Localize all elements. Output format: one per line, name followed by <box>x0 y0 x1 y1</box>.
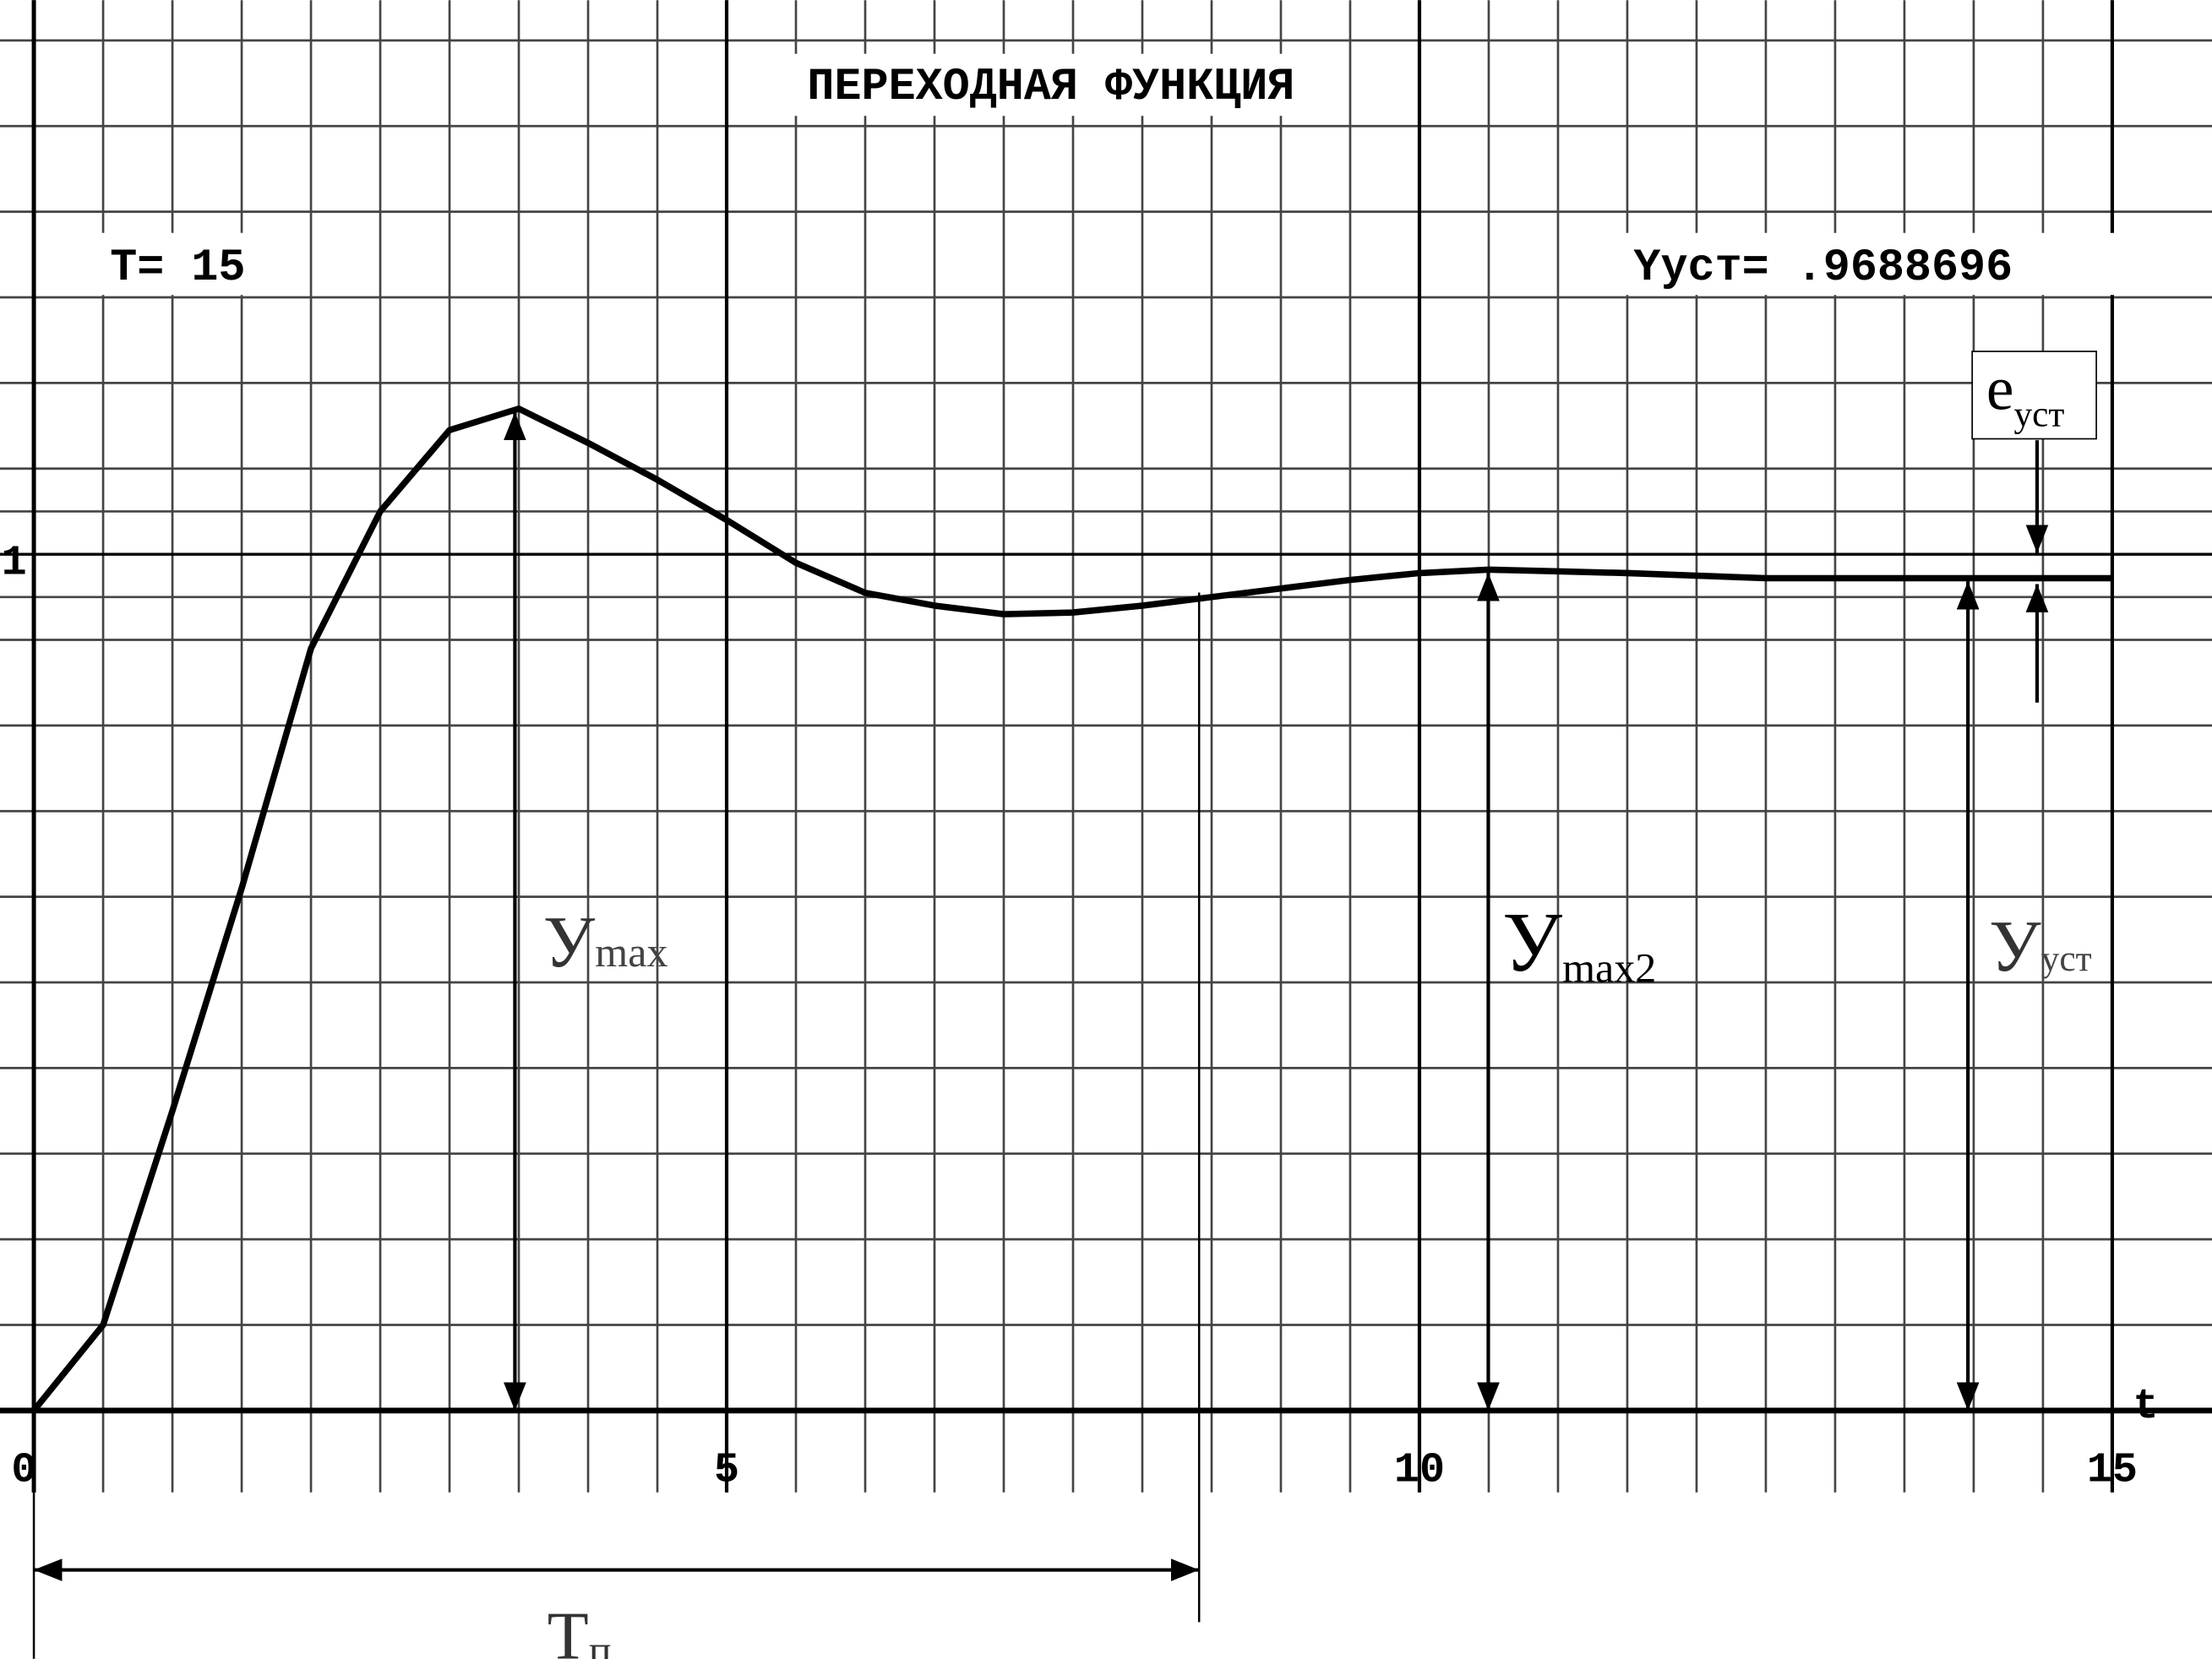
t-settle-label: Tп <box>548 1600 612 1659</box>
e-steady-label: eуст <box>1986 354 2065 434</box>
period-box <box>98 232 269 296</box>
steady-label: Yуст= .9688696 <box>1633 243 2013 294</box>
y-max2-label: Уmax2 <box>1502 895 1656 991</box>
y-tick-label: 1 <box>2 540 27 588</box>
t-settle-sub: п <box>589 1626 612 1659</box>
y-steady-sub: уст <box>2041 938 2092 979</box>
e-sub: уст <box>2013 394 2064 434</box>
x-axis-label: t <box>2133 1383 2159 1431</box>
arrows <box>32 411 2049 1659</box>
chart-title: ПЕРЕХОДНАЯ ФУНКЦИЯ <box>807 63 1294 113</box>
x-tick-label: 15 <box>2087 1446 2138 1494</box>
y-max-label: Уmax <box>543 901 668 982</box>
e-main: e <box>1986 354 2014 422</box>
y-steady-main: У <box>1989 906 2041 987</box>
y-max2-sub: max2 <box>1562 944 1656 991</box>
y-max-main: У <box>543 901 596 982</box>
title-box <box>790 53 1312 117</box>
y-max-sub: max <box>595 928 667 976</box>
e-steady-box <box>1971 351 2097 440</box>
labels: ПЕРЕХОДНАЯ ФУНКЦИЯ T= 15 Yуст= .9688696 … <box>2 53 2159 1659</box>
x-tick-label: 10 <box>1394 1446 1445 1494</box>
y-steady-label: Ууст <box>1989 906 2091 987</box>
t-settle-main: T <box>548 1600 589 1659</box>
x-tick-label: 0 <box>11 1446 36 1494</box>
period-label: T= 15 <box>110 243 245 294</box>
response-line <box>31 405 2112 1413</box>
marks <box>31 405 2112 1413</box>
steady-box <box>1625 232 2140 296</box>
y-max2-main: У <box>1502 895 1562 989</box>
x-tick-label: 5 <box>714 1446 739 1494</box>
grid <box>0 0 2212 1493</box>
